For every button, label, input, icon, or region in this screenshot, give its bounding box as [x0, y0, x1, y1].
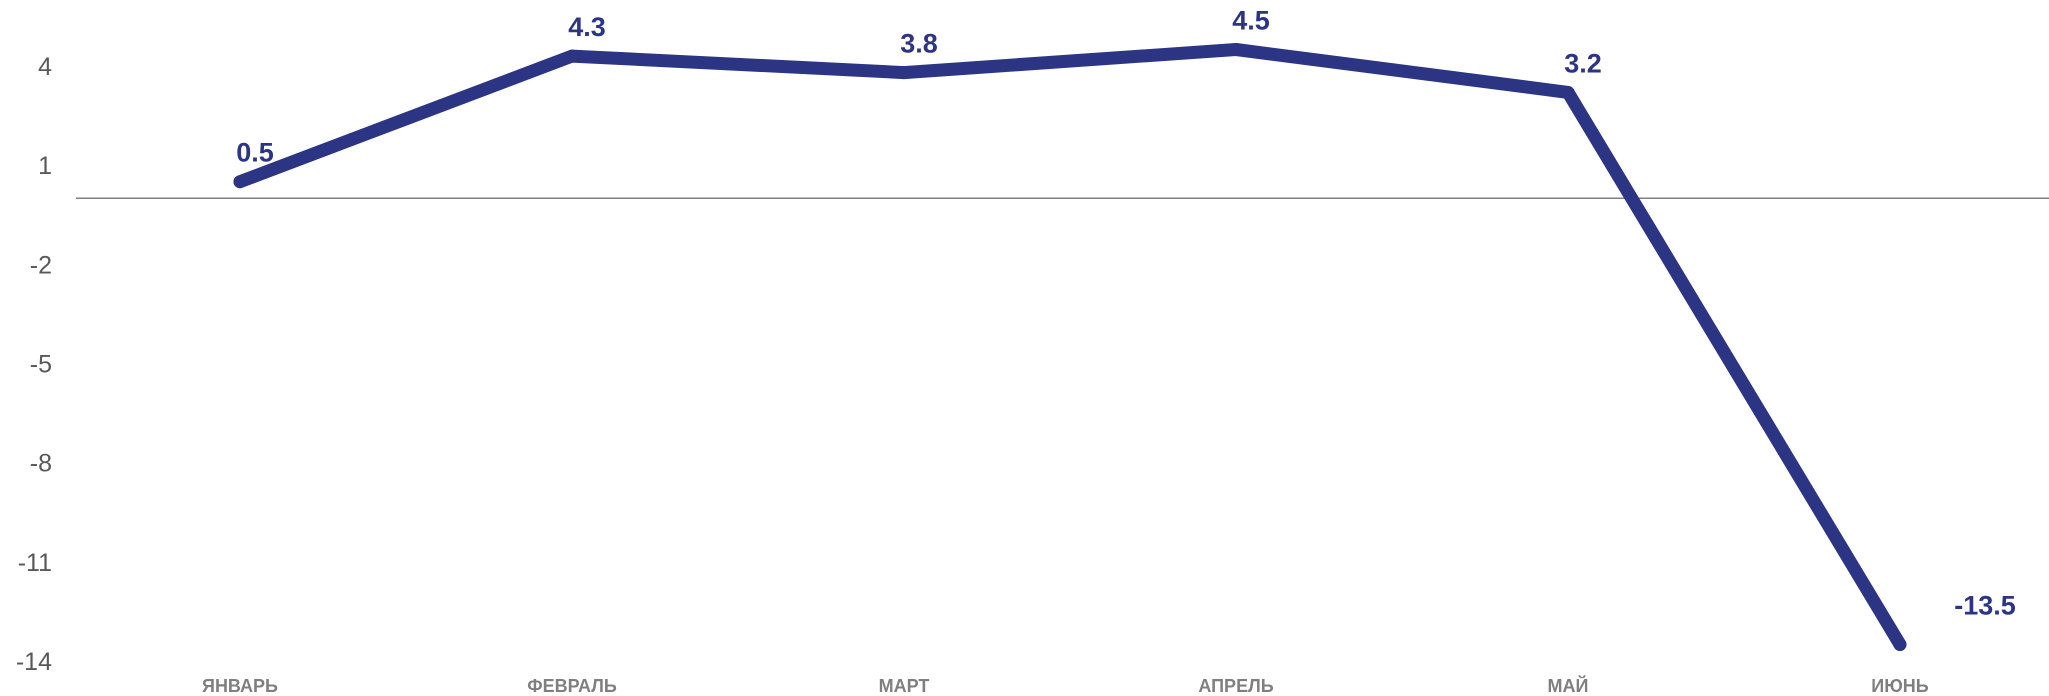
- y-tick-label: 4: [38, 53, 52, 81]
- x-tick-label: ФЕВРАЛЬ: [527, 676, 617, 696]
- x-axis: ЯНВАРЬ ФЕВРАЛЬ МАРТ АПРЕЛЬ МАЙ ИЮНЬ: [202, 675, 1929, 696]
- data-label: 0.5: [236, 138, 274, 168]
- series-line: [233, 43, 1907, 651]
- x-tick-label: АПРЕЛЬ: [1198, 676, 1273, 696]
- x-tick-label: МАЙ: [1548, 675, 1589, 696]
- data-point: [897, 66, 911, 80]
- y-tick-label: 1: [38, 152, 52, 180]
- data-point: [233, 175, 247, 189]
- data-point: [1893, 637, 1907, 651]
- data-label: -13.5: [1954, 590, 2016, 620]
- series-group: [233, 42, 1907, 651]
- x-tick-label: ИЮНЬ: [1871, 676, 1928, 696]
- y-tick-label: -14: [16, 648, 52, 676]
- data-point: [1561, 85, 1575, 99]
- y-tick-label: -5: [30, 351, 52, 379]
- data-label: 4.5: [1232, 5, 1270, 35]
- x-tick-label: ЯНВАРЬ: [202, 676, 278, 696]
- data-label: 3.8: [900, 29, 938, 59]
- x-tick-label: МАРТ: [879, 676, 930, 696]
- y-tick-label: -8: [30, 450, 52, 478]
- y-axis: 4 1 -2 -5 -8 -11 -14: [16, 53, 52, 676]
- data-point: [565, 49, 579, 63]
- y-tick-label: -2: [30, 251, 52, 279]
- y-tick-label: -11: [18, 549, 52, 577]
- data-point: [1229, 42, 1243, 56]
- data-label: 3.2: [1564, 48, 1602, 78]
- data-label: 4.3: [568, 12, 606, 42]
- data-labels: 0.5 4.3 3.8 4.5 3.2 -13.5: [236, 5, 2016, 620]
